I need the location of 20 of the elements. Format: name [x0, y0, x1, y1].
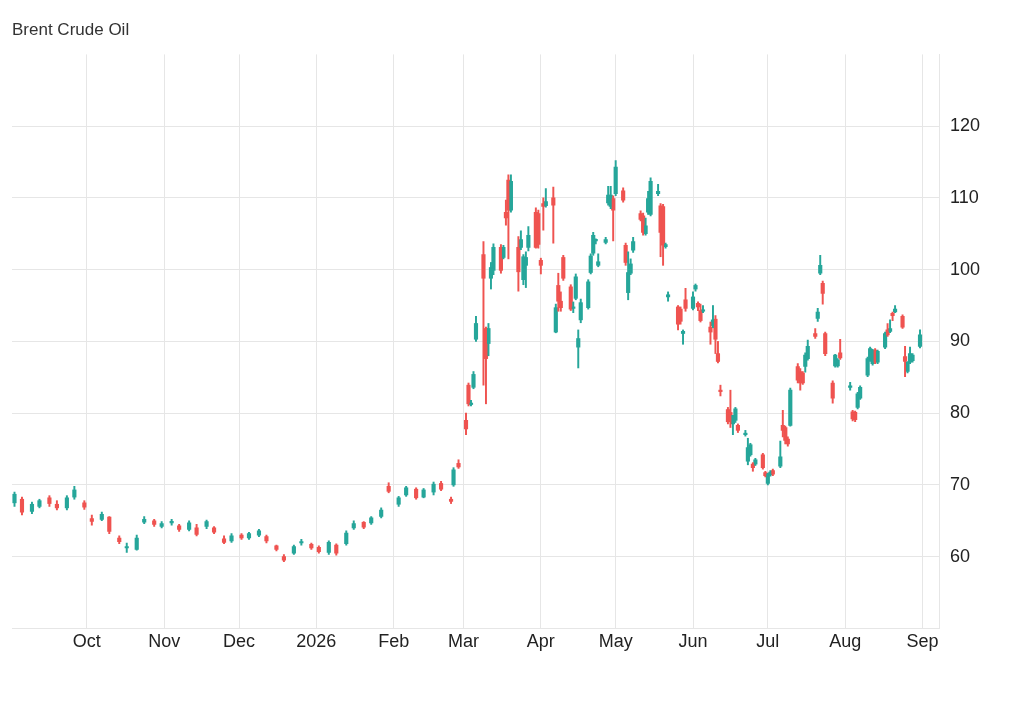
y-tick-label: 120 [949, 115, 981, 136]
y-tick-label: 100 [949, 258, 981, 279]
chart-title: Brent Crude Oil [12, 19, 130, 39]
x-tick-label: Aug [829, 631, 862, 652]
x-tick-label: Jun [678, 631, 708, 652]
x-tick-label: Oct [72, 631, 101, 652]
x-tick-label: Mar [448, 631, 480, 652]
x-tick-label: Sep [906, 631, 939, 652]
x-tick-label: Feb [378, 631, 410, 652]
y-tick-label: 60 [949, 545, 970, 566]
y-tick-label: 80 [949, 402, 970, 423]
x-tick-label: May [598, 631, 633, 652]
x-tick-label: Nov [148, 631, 181, 652]
x-tick-label: Apr [526, 631, 555, 652]
y-tick-label: 90 [949, 330, 970, 351]
x-tick-label: Dec [223, 631, 256, 652]
y-tick-label: 70 [949, 473, 970, 494]
x-tick-label: 2026 [296, 631, 337, 652]
x-tick-label: Jul [756, 631, 780, 652]
y-tick-label: 110 [949, 186, 979, 207]
